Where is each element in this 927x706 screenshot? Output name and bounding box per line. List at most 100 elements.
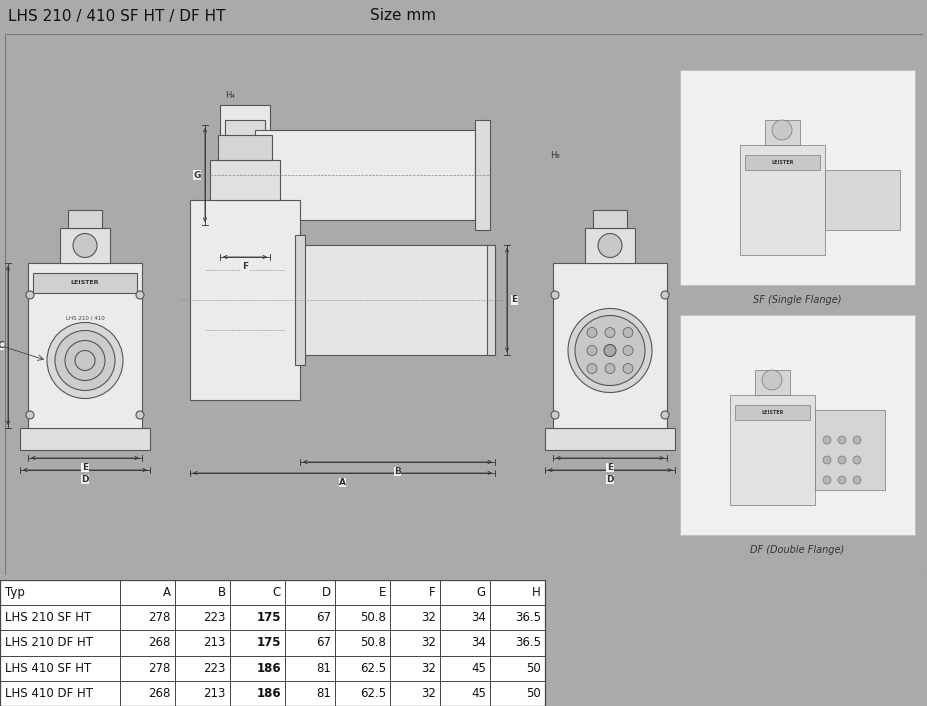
Text: 213: 213	[203, 687, 226, 700]
Circle shape	[771, 120, 791, 140]
Bar	[190, 200, 299, 400]
Bar	[544, 428, 674, 450]
Text: 32: 32	[421, 611, 436, 624]
Text: 32: 32	[421, 637, 436, 650]
Circle shape	[660, 291, 668, 299]
Circle shape	[26, 411, 34, 419]
Circle shape	[567, 309, 652, 393]
Text: 81: 81	[316, 687, 331, 700]
Text: LHS 210 SF HT: LHS 210 SF HT	[5, 611, 91, 624]
Circle shape	[837, 436, 845, 444]
Text: A: A	[338, 478, 346, 487]
Text: 50.8: 50.8	[360, 611, 386, 624]
Bar	[224, 120, 265, 230]
Text: A: A	[163, 586, 171, 599]
Circle shape	[26, 291, 34, 299]
Circle shape	[587, 345, 596, 356]
Circle shape	[551, 411, 558, 419]
Text: LHS 410 DF HT: LHS 410 DF HT	[5, 687, 93, 700]
Text: 268: 268	[148, 637, 171, 650]
Text: 32: 32	[421, 662, 436, 675]
Text: G: G	[194, 171, 201, 179]
Text: 278: 278	[148, 662, 171, 675]
Text: H: H	[532, 586, 540, 599]
Bar	[220, 105, 270, 245]
Text: 223: 223	[203, 611, 226, 624]
Text: 45: 45	[471, 687, 486, 700]
Bar	[764, 120, 799, 145]
Text: 62.5: 62.5	[360, 662, 386, 675]
Text: LHS 210 / 410: LHS 210 / 410	[66, 316, 104, 321]
Circle shape	[604, 345, 615, 356]
Text: 36.5: 36.5	[514, 611, 540, 624]
Text: D: D	[322, 586, 331, 599]
Text: LEISTER: LEISTER	[760, 409, 782, 414]
Text: H₄: H₄	[224, 91, 235, 100]
Bar	[299, 245, 494, 355]
Text: E: E	[606, 463, 613, 472]
Circle shape	[837, 456, 845, 464]
Text: 45: 45	[471, 662, 486, 675]
Text: H₈: H₈	[550, 151, 559, 160]
Text: 186: 186	[256, 662, 281, 675]
Text: 223: 223	[203, 662, 226, 675]
Circle shape	[822, 476, 830, 484]
Circle shape	[551, 291, 558, 299]
Text: 175: 175	[256, 637, 281, 650]
Circle shape	[822, 436, 830, 444]
Text: LHS 410 SF HT: LHS 410 SF HT	[5, 662, 91, 675]
Text: 175: 175	[256, 611, 281, 624]
Circle shape	[852, 436, 860, 444]
Circle shape	[587, 328, 596, 337]
Bar	[210, 160, 280, 200]
Bar	[814, 410, 884, 490]
Text: 62.5: 62.5	[360, 687, 386, 700]
Text: E: E	[511, 296, 516, 304]
Bar	[592, 210, 627, 228]
Text: C: C	[0, 341, 4, 350]
Text: 50: 50	[526, 687, 540, 700]
Circle shape	[136, 291, 144, 299]
Circle shape	[622, 364, 632, 373]
Text: 50.8: 50.8	[360, 637, 386, 650]
Bar	[218, 135, 272, 160]
Bar	[295, 235, 305, 365]
Bar	[755, 370, 789, 395]
Circle shape	[622, 345, 632, 356]
Circle shape	[65, 340, 105, 381]
Text: 36.5: 36.5	[514, 637, 540, 650]
Bar	[679, 315, 914, 535]
Text: 67: 67	[316, 611, 331, 624]
Text: F: F	[429, 586, 436, 599]
Text: D: D	[82, 475, 89, 484]
Text: G: G	[476, 586, 486, 599]
Bar	[33, 273, 137, 293]
Text: E: E	[82, 463, 88, 472]
Text: B: B	[394, 467, 400, 476]
Circle shape	[852, 456, 860, 464]
Bar	[475, 120, 489, 230]
Bar	[584, 228, 634, 263]
Text: D: D	[605, 475, 613, 484]
Circle shape	[75, 350, 95, 371]
Text: 278: 278	[148, 611, 171, 624]
Text: 186: 186	[256, 687, 281, 700]
Text: 34: 34	[471, 637, 486, 650]
Circle shape	[603, 345, 616, 357]
Bar	[20, 428, 150, 450]
Circle shape	[604, 328, 615, 337]
Circle shape	[837, 476, 845, 484]
Text: DF (Double Flange): DF (Double Flange)	[750, 545, 844, 555]
Text: E: E	[378, 586, 386, 599]
Bar	[28, 263, 142, 428]
Circle shape	[761, 370, 781, 390]
Circle shape	[575, 316, 644, 385]
Circle shape	[55, 330, 115, 390]
Circle shape	[73, 234, 97, 258]
Bar	[60, 228, 110, 263]
Circle shape	[622, 328, 632, 337]
Circle shape	[604, 364, 615, 373]
Bar	[734, 405, 809, 420]
Text: Typ: Typ	[5, 586, 25, 599]
Bar	[824, 170, 899, 230]
